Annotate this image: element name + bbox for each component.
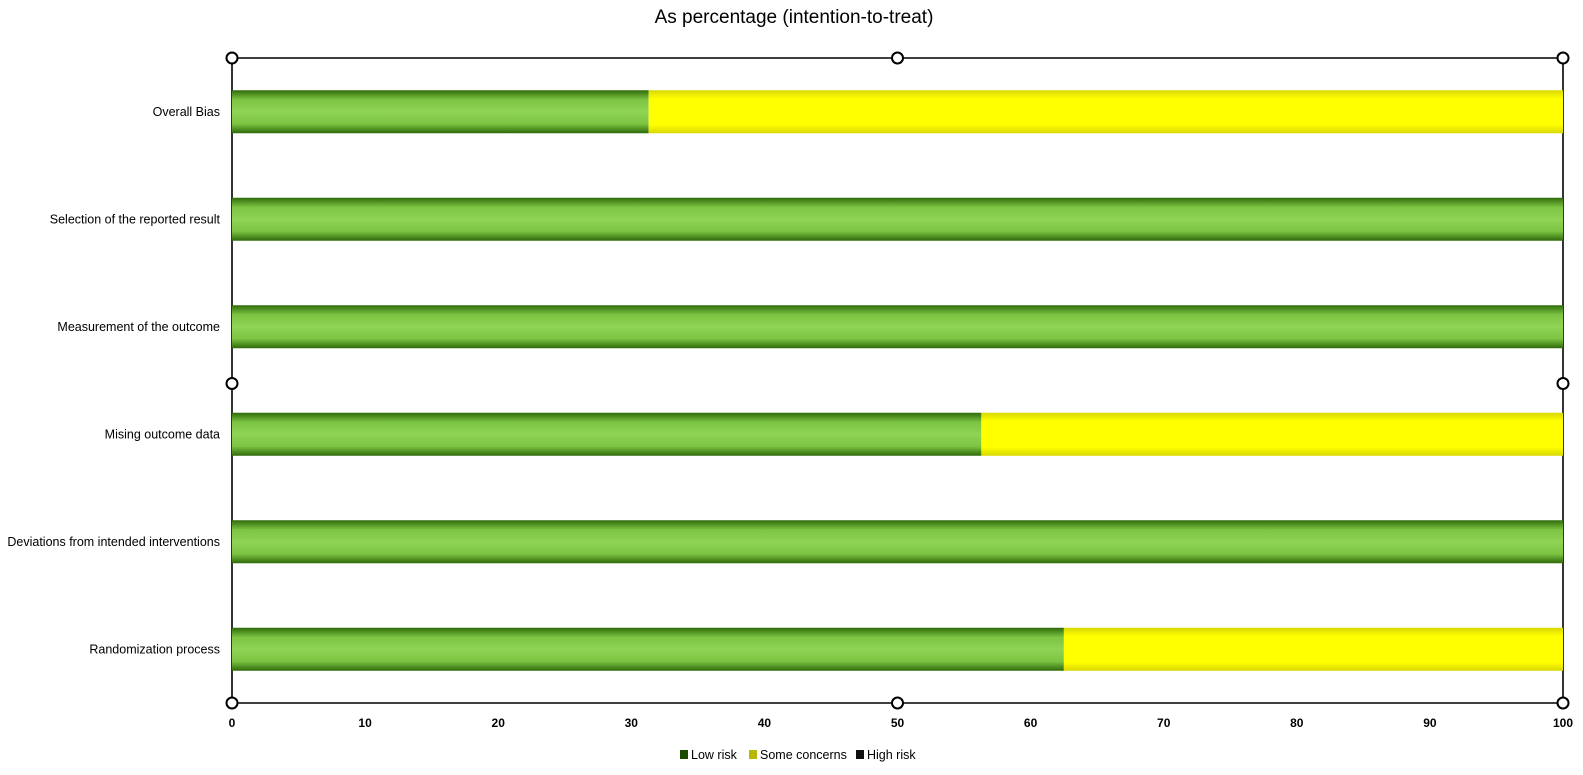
selection-handle[interactable]: [891, 696, 904, 710]
selection-handle[interactable]: [225, 51, 239, 65]
x-tick-label: 20: [492, 716, 506, 730]
x-axis-ticks: 0 10 20 30 40 50 60 70 80 90 100: [229, 716, 1574, 730]
selection-handle[interactable]: [891, 51, 904, 65]
x-tick-label: 60: [1024, 716, 1038, 730]
bar-segment-low-risk: [232, 520, 1563, 564]
category-label: Measurement of the outcome: [57, 320, 220, 334]
bar-segment-some-concerns: [1063, 627, 1563, 671]
x-tick-label: 40: [758, 716, 772, 730]
category-label: Overall Bias: [153, 105, 220, 119]
x-tick-label: 90: [1423, 716, 1437, 730]
legend-label: High risk: [867, 748, 916, 762]
selection-handle[interactable]: [1556, 696, 1570, 710]
bar-segment-low-risk: [232, 305, 1563, 349]
plot-frame: [225, 51, 1570, 710]
legend-label: Low risk: [691, 748, 738, 762]
legend-swatch: [680, 750, 688, 759]
x-tick-label: 80: [1290, 716, 1304, 730]
selection-handle[interactable]: [1556, 51, 1570, 65]
legend-label: Some concerns: [760, 748, 847, 762]
category-label: Selection of the reported result: [50, 212, 221, 226]
bar-segment-low-risk: [232, 90, 649, 134]
legend-swatch: [749, 750, 757, 759]
legend: Low risk Some concerns High risk: [680, 748, 916, 762]
legend-swatch: [856, 750, 864, 759]
selection-handle[interactable]: [1556, 377, 1570, 390]
selection-handle[interactable]: [225, 696, 239, 710]
bar-segment-low-risk: [232, 197, 1563, 241]
bar-segment-low-risk: [232, 627, 1064, 671]
category-label: Mising outcome data: [105, 427, 220, 441]
category-label: Deviations from intended interventions: [7, 535, 220, 549]
x-tick-label: 50: [891, 716, 905, 730]
x-tick-label: 10: [358, 716, 372, 730]
bar-segment-some-concerns: [981, 412, 1563, 456]
bar-segment-some-concerns: [648, 90, 1563, 134]
x-tick-label: 70: [1157, 716, 1171, 730]
selection-handle[interactable]: [225, 377, 239, 390]
category-label: Randomization process: [89, 642, 220, 656]
bar-segment-low-risk: [232, 412, 982, 456]
category-labels: Overall Bias Selection of the reported re…: [7, 105, 220, 657]
chart-title: As percentage (intention-to-treat): [655, 7, 934, 28]
x-tick-label: 100: [1553, 716, 1573, 730]
x-tick-label: 0: [229, 716, 236, 730]
bars-group: [232, 90, 1563, 671]
x-tick-label: 30: [625, 716, 639, 730]
